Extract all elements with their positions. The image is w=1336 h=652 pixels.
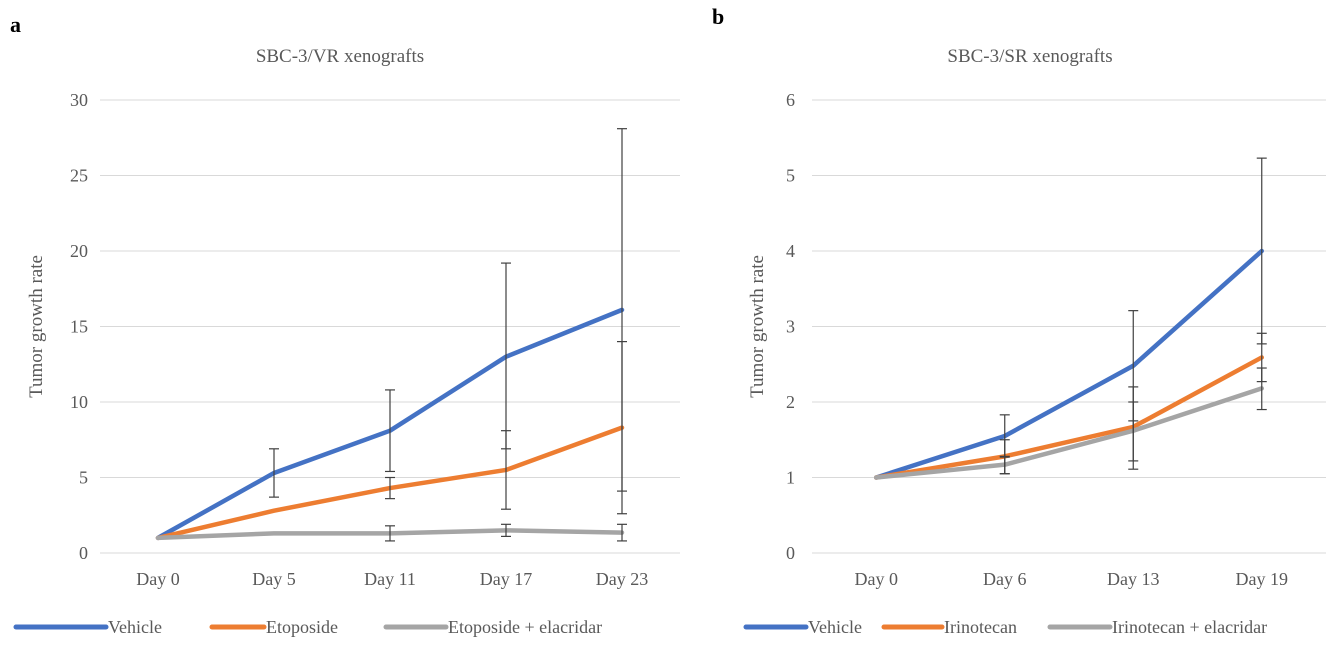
error-bar <box>617 523 627 542</box>
x-tick-label: Day 0 <box>136 569 180 589</box>
error-bar <box>501 523 511 537</box>
y-tick-label: 0 <box>79 543 88 563</box>
y-tick-label: 5 <box>79 468 88 488</box>
series-line-irinotecan-elacridar <box>874 386 1264 480</box>
chart-sbc3-vr: SBC-3/VR xenografts 0 5 10 15 20 25 30 Tumor gro… <box>13 46 680 637</box>
chart-title: SBC-3/VR xenografts <box>256 46 424 67</box>
y-tick-label: 2 <box>786 392 795 412</box>
error-bar <box>385 389 395 473</box>
x-tick-label: Day 19 <box>1236 569 1289 589</box>
legend-label: Etoposide + elacridar <box>448 617 602 637</box>
x-tick-label: Day 11 <box>364 569 416 589</box>
x-tick-label: Day 13 <box>1107 569 1160 589</box>
error-bar <box>617 341 627 515</box>
y-tick-label: 3 <box>786 317 795 337</box>
y-tick-label: 4 <box>786 241 795 261</box>
legend-label: Vehicle <box>808 617 862 637</box>
y-tick-label: 25 <box>70 166 88 186</box>
y-tick-label: 1 <box>786 468 795 488</box>
y-tick-label: 6 <box>786 90 795 110</box>
panel-letter-b: b <box>712 4 724 29</box>
y-tick-label: 10 <box>70 392 88 412</box>
legend-label: Vehicle <box>108 617 162 637</box>
chart-title: SBC-3/SR xenografts <box>947 46 1112 67</box>
y-tick-label: 30 <box>70 90 88 110</box>
error-bar <box>999 455 1010 475</box>
legend-label: Etoposide <box>266 617 338 637</box>
y-axis-label: Tumor growth rate <box>747 255 768 398</box>
x-tick-label: Day 23 <box>596 569 649 589</box>
error-bar <box>385 476 395 500</box>
y-tick-label: 20 <box>70 241 88 261</box>
x-tick-label: Day 5 <box>252 569 296 589</box>
x-tick-label: Day 0 <box>855 569 899 589</box>
error-bar <box>1128 386 1139 470</box>
y-axis-label: Tumor growth rate <box>26 255 47 398</box>
x-tick-label: Day 17 <box>480 569 533 589</box>
series-line-irinotecan <box>874 355 1264 480</box>
series-line-vehicle <box>874 248 1264 480</box>
chart-sbc3-sr: SBC-3/SR xenografts 0 1 2 3 4 5 6 Tumor growth r… <box>743 46 1326 637</box>
error-bar <box>1256 367 1267 411</box>
panel-letter-a: a <box>10 12 21 37</box>
y-tick-label: 0 <box>786 543 795 563</box>
error-bar <box>385 525 395 542</box>
legend-label: Irinotecan <box>944 617 1017 637</box>
legend-label: Irinotecan + elacridar <box>1112 617 1267 637</box>
error-bar <box>501 430 511 510</box>
y-tick-label: 5 <box>786 166 795 186</box>
error-bar <box>269 448 279 498</box>
y-tick-label: 15 <box>70 317 88 337</box>
x-tick-label: Day 6 <box>983 569 1027 589</box>
